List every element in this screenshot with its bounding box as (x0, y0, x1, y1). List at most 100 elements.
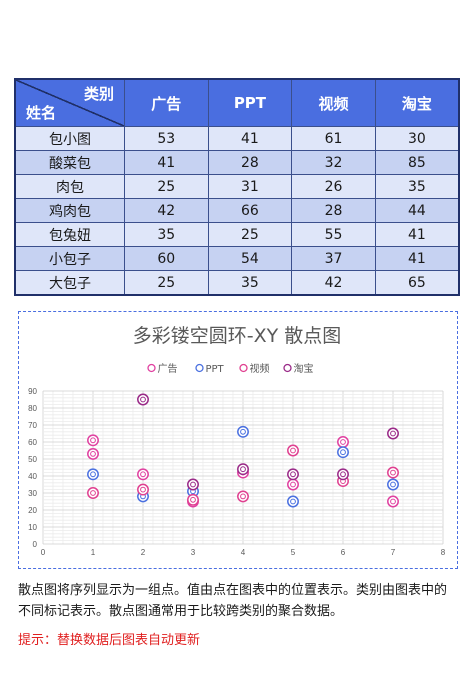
scatter-point (387, 495, 399, 508)
table-cell: 42 (291, 270, 376, 296)
y-tick-label: 50 (28, 455, 37, 464)
scatter-point (387, 466, 399, 479)
legend-label: 视频 (250, 362, 270, 375)
table-cell: 28 (291, 198, 376, 223)
row-name-cell: 小包子 (14, 246, 125, 271)
table-cell: 30 (374, 126, 460, 151)
table-cell: 32 (291, 150, 376, 175)
y-tick-label: 30 (28, 489, 37, 498)
table-row: 大包子 25 35 42 65 (14, 270, 460, 296)
table-cell: 35 (124, 222, 209, 247)
x-tick-label: 7 (391, 548, 396, 557)
table-row: 鸡肉包 42 66 28 44 (14, 198, 460, 223)
legend-label: 淘宝 (294, 362, 314, 375)
table-row: 酸菜包 41 28 32 85 (14, 150, 460, 175)
column-header: PPT (207, 78, 293, 127)
table-cell: 41 (207, 126, 293, 151)
chart-points (87, 393, 399, 508)
row-name-cell: 肉包 (14, 174, 125, 199)
x-tick-label: 1 (91, 548, 96, 557)
y-tick-label: 0 (33, 540, 38, 549)
table-cell: 35 (374, 174, 460, 199)
corner-category-label: 类别 (83, 85, 114, 103)
y-tick-label: 80 (28, 404, 37, 413)
y-tick-label: 40 (28, 472, 37, 481)
table-cell: 55 (291, 222, 376, 247)
scatter-point (187, 478, 199, 491)
scatter-point (387, 427, 399, 440)
table-cell: 28 (207, 150, 293, 175)
scatter-point (237, 463, 249, 476)
x-tick-label: 2 (141, 548, 146, 557)
table-cell: 25 (124, 270, 209, 296)
legend-label: 广告 (158, 362, 178, 375)
chart-title: 多彩镂空圆环-XY 散点图 (133, 325, 342, 347)
scatter-point (87, 434, 99, 447)
scatter-point (387, 478, 399, 491)
y-tick-label: 90 (28, 387, 37, 396)
table-cell: 41 (374, 246, 460, 271)
table-cell: 25 (124, 174, 209, 199)
x-tick-label: 4 (241, 548, 246, 557)
legend-marker (239, 363, 248, 373)
scatter-point (137, 393, 149, 406)
x-tick-label: 5 (291, 548, 296, 557)
legend-marker (147, 363, 156, 373)
table-cell: 65 (374, 270, 460, 296)
table-cell: 54 (207, 246, 293, 271)
corner-name-label: 姓名 (26, 104, 57, 122)
table-cell: 53 (124, 126, 209, 151)
chart-panel: 多彩镂空圆环-XY 散点图 广告 PPT 视频 淘宝 0 1 2 3 4 5 6 7 8 0 10 20 30… (18, 311, 458, 569)
scatter-point (87, 487, 99, 499)
table-cell: 60 (124, 246, 209, 271)
table-cell: 31 (207, 174, 293, 199)
legend-label: PPT (206, 364, 225, 375)
row-name-cell: 酸菜包 (14, 150, 125, 175)
y-tick-label: 10 (28, 523, 37, 532)
y-tick-label: 70 (28, 421, 37, 430)
row-name-cell: 鸡肉包 (14, 198, 125, 223)
table-header-row: 类别 姓名 广告 PPT 视频 淘宝 (14, 78, 460, 127)
scatter-point (287, 444, 299, 457)
column-header: 视频 (291, 78, 376, 127)
table-cell: 37 (291, 246, 376, 271)
table-row: 包兔妞 35 25 55 41 (14, 222, 460, 247)
scatter-point (337, 446, 349, 459)
table-cell: 25 (207, 222, 293, 247)
scatter-point (337, 468, 349, 481)
table-row: 小包子 60 54 37 41 (14, 246, 460, 271)
table-cell: 35 (207, 270, 293, 296)
table-cell: 41 (124, 150, 209, 175)
column-header: 广告 (124, 78, 209, 127)
table-cell: 44 (374, 198, 460, 223)
legend-marker (283, 363, 292, 373)
scatter-point (187, 493, 199, 506)
column-header: 淘宝 (374, 78, 460, 127)
row-name-cell: 包小图 (14, 126, 125, 151)
table-row: 肉包 25 31 26 35 (14, 174, 460, 199)
x-tick-label: 0 (41, 548, 46, 557)
data-table: 类别 姓名 广告 PPT 视频 淘宝 包小图 53 41 61 30 酸菜包 4… (14, 78, 460, 296)
scatter-point (337, 436, 349, 448)
y-tick-label: 20 (28, 506, 37, 515)
chart-legend: 广告 PPT 视频 淘宝 (147, 362, 314, 375)
x-tick-label: 3 (191, 548, 196, 557)
chart-tip: 提示：替换数据后图表自动更新 (18, 633, 201, 648)
table-corner-header: 类别 姓名 (14, 78, 125, 127)
x-tick-label: 6 (341, 548, 346, 557)
scatter-point (87, 447, 99, 460)
table-row: 包小图 53 41 61 30 (14, 126, 460, 151)
table-cell: 26 (291, 174, 376, 199)
chart-description: 散点图将序列显示为一组点。值由点在图表中的位置表示。类别由图表中的不同标记表示。… (18, 583, 448, 619)
table-cell: 85 (374, 150, 460, 175)
row-name-cell: 包兔妞 (14, 222, 125, 247)
table-cell: 42 (124, 198, 209, 223)
scatter-chart: 多彩镂空圆环-XY 散点图 广告 PPT 视频 淘宝 0 1 2 3 4 5 6 7 80102030… (28, 325, 446, 557)
x-tick-label: 8 (441, 548, 446, 557)
scatter-point (237, 490, 249, 503)
scatter-point (137, 468, 149, 481)
table-cell: 66 (207, 198, 293, 223)
scatter-point (237, 425, 249, 438)
scatter-point (287, 478, 299, 491)
scatter-point (87, 468, 99, 481)
